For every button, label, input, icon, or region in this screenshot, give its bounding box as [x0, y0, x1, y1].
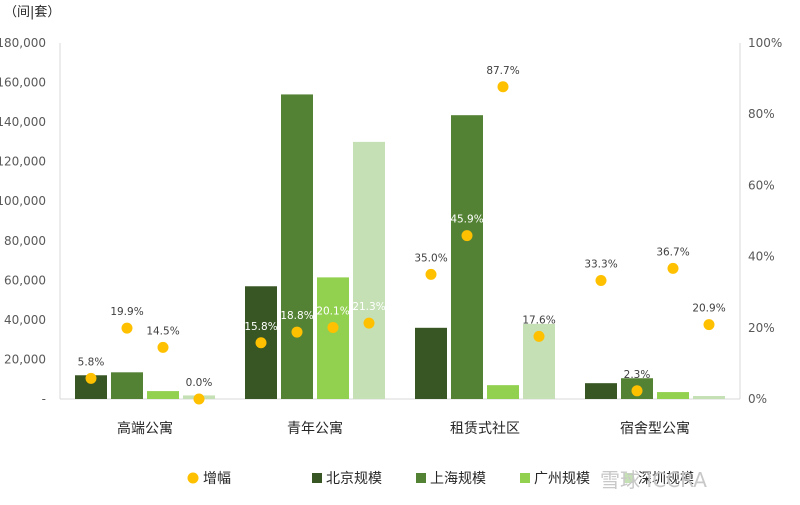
legend-label: 增幅 [203, 471, 231, 487]
growth-data-label: 21.3% [352, 301, 385, 313]
y-tick-label: 80,000 [4, 234, 46, 248]
growth-data-label: 19.9% [110, 306, 143, 318]
growth-data-label: 17.6% [522, 314, 555, 326]
category-label: 宿舍型公寓 [620, 420, 690, 437]
growth-point [703, 319, 715, 331]
growth-data-label: 20.1% [316, 305, 349, 317]
growth-data-label: 2.3% [624, 369, 651, 381]
y-tick-label: - [42, 392, 46, 406]
y-tick-label: 140,000 [0, 115, 46, 129]
growth-data-label: 33.3% [584, 258, 617, 270]
growth-point [255, 337, 267, 349]
y-tick-label: 120,000 [0, 155, 46, 169]
legend-label: 广州规模 [534, 471, 590, 487]
growth-point [193, 393, 205, 405]
growth-data-label: 0.0% [186, 377, 213, 389]
growth-data-label: 15.8% [244, 321, 277, 333]
y2-tick-label: 100% [748, 36, 782, 50]
bar [657, 392, 689, 399]
growth-data-label: 14.5% [146, 325, 179, 337]
bar [281, 94, 313, 399]
growth-point [667, 262, 679, 274]
y-tick-label: 180,000 [0, 36, 46, 50]
axes: - 20,000 40,000 60,000 80,000 100,000 120,000 1… [0, 36, 782, 437]
legend-label: 上海规模 [430, 471, 486, 487]
legend-swatch [624, 473, 634, 483]
legend-swatch [416, 473, 426, 483]
y-tick-label: 100,000 [0, 194, 46, 208]
bar [317, 277, 349, 399]
y-tick-label: 20,000 [4, 352, 46, 366]
y2-tick-label: 40% [748, 250, 775, 264]
legend-swatch [312, 473, 322, 483]
y-unit-label: （间|套） [4, 4, 60, 20]
growth-data-label: 36.7% [656, 246, 689, 258]
growth-data-label: 5.8% [78, 356, 105, 368]
growth-point [595, 274, 607, 286]
growth-data-label: 20.9% [692, 303, 725, 315]
bar [147, 391, 179, 399]
category-label: 租赁式社区 [450, 421, 520, 437]
growth-data-label: 35.0% [414, 252, 447, 264]
legend-marker [187, 472, 199, 484]
legend-label: 深圳规模 [638, 471, 694, 487]
growth-point [461, 230, 473, 242]
growth-point [157, 341, 169, 353]
legend-swatch [520, 473, 530, 483]
growth-points: 5.8% 19.9%14.5% 0.0% 15.8%18.8% 20.1% 21.3% 35… [78, 65, 726, 405]
y2-tick-label: 80% [748, 107, 775, 121]
growth-data-label: 18.8% [280, 310, 313, 322]
y2-tick-label: 0% [748, 392, 767, 406]
bar [451, 115, 483, 399]
legend-label: 北京规模 [326, 471, 382, 487]
growth-point [425, 268, 437, 280]
growth-data-label: 45.9% [450, 214, 483, 226]
bar [75, 375, 107, 399]
bar [487, 385, 519, 399]
bar [585, 383, 617, 399]
y2-tick-label: 20% [748, 321, 775, 335]
bar [415, 327, 447, 399]
y-tick-label: 160,000 [0, 76, 46, 90]
growth-point [363, 317, 375, 329]
y-tick-label: 40,000 [4, 313, 46, 327]
legend: 增幅 北京规模 上海规模 广州规模 深圳规模 [187, 471, 694, 487]
growth-point [291, 326, 303, 338]
bar [693, 396, 725, 399]
y2-tick-label: 60% [748, 178, 775, 192]
category-label: 青年公寓 [287, 420, 343, 437]
bar [111, 372, 143, 399]
category-label: 高端公寓 [117, 420, 173, 437]
growth-point [497, 81, 509, 93]
growth-point [631, 385, 643, 397]
growth-data-label: 87.7% [486, 65, 519, 77]
growth-point [121, 322, 133, 334]
growth-point [327, 321, 339, 333]
bars [75, 94, 725, 399]
watermark: 雪球 ICCRA [600, 468, 707, 492]
growth-point [85, 372, 97, 384]
y-tick-label: 60,000 [4, 273, 46, 287]
growth-point [533, 330, 545, 342]
bar [353, 141, 385, 399]
